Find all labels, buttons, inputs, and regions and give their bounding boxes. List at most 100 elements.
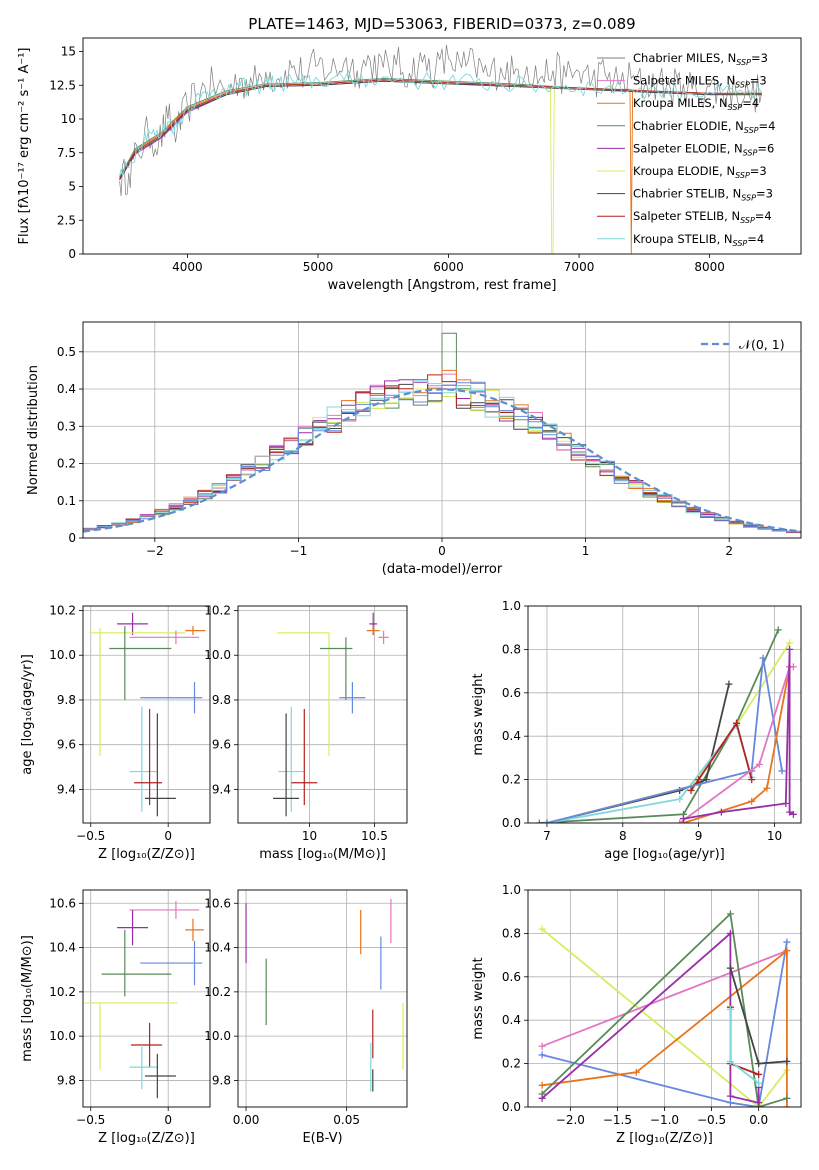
y-tick-label: 10.4 [49, 941, 76, 955]
plus-marker [755, 1099, 763, 1107]
errorbar-point-chabrier-stelib [273, 713, 300, 817]
legend-entry: Kroupa ELODIE, NSSP=3 [633, 164, 767, 180]
weight-series-kroupa-miles [679, 663, 794, 823]
mass-weight-vs-age-panel: 7 8 9 10 0.0 0.2 0.4 0.6 0.8 1.0 age [log₁₀(age/yr… [471, 599, 802, 862]
plus-marker [687, 786, 695, 794]
x-tick-label: −0.5 [76, 1113, 105, 1127]
x-tick-label: 0 [164, 829, 172, 843]
y-tick-label: 0 [68, 247, 76, 261]
y-tick-label: 0.6 [502, 686, 521, 700]
age_vs_mass-plot-area [238, 606, 407, 823]
residuals-panel: −2 −1 0 1 2 0 0.1 0.2 0.3 0.4 0.5 (data-model)/erro… [26, 321, 802, 577]
plus-marker [755, 1060, 763, 1068]
x-tick-label: 8000 [694, 260, 725, 274]
weight-series-kroupa-stelib [726, 1005, 763, 1087]
axes-frame [82, 321, 802, 539]
y-tick-label: 0.1 [57, 494, 76, 508]
errorbar-point-chabrier-elodie [109, 626, 172, 700]
y-tick-label: 0.3 [57, 419, 76, 433]
errorbar-point-chabrier-elodie [101, 929, 172, 997]
plus-marker [676, 795, 684, 803]
plus-marker [733, 719, 741, 727]
x-tick-label: 1 [582, 544, 590, 558]
plus-marker [538, 1081, 546, 1089]
x-tick-label: −2.0 [556, 1113, 585, 1127]
y-tick-label: 10 [61, 112, 76, 126]
y-tick-label: 0.2 [502, 773, 521, 787]
x-axis-label: Z [log₁₀(Z/Z⊙)] [98, 847, 195, 862]
x-tick-label: −0.5 [697, 1113, 726, 1127]
weight-series-salpeter-elodie [679, 645, 797, 823]
plus-marker [726, 1005, 734, 1013]
plus-marker [676, 819, 684, 823]
spectrum-line-kroupa-stelib [119, 69, 763, 177]
y-tick-label: 9.6 [57, 738, 76, 752]
plus-marker [725, 680, 733, 688]
plus-marker [538, 1042, 546, 1050]
y-tick-label: 10.0 [49, 648, 76, 662]
y-tick-label: 10.6 [49, 896, 76, 910]
y-tick-label: 9.8 [57, 693, 76, 707]
y-tick-label: 0.8 [502, 642, 521, 656]
x-tick-label: 10 [767, 829, 782, 843]
axes-frame [82, 889, 211, 1108]
plus-marker [717, 808, 725, 816]
normal-curve [83, 388, 801, 533]
mass_vs_ebv-plot-area [238, 890, 407, 1107]
legend-entry: Salpeter ELODIE, NSSP=6 [633, 141, 774, 157]
x-tick-label: 0 [164, 1113, 172, 1127]
residuals-plot-area [83, 322, 801, 538]
y-tick-label: 0.4 [57, 382, 76, 396]
errorbar-point-kroupa-miles [185, 918, 204, 941]
axes-frame [237, 605, 408, 824]
plus-marker [755, 760, 763, 768]
x-axis-label: Z [log₁₀(Z/Z⊙)] [616, 1131, 713, 1146]
errorbar-point-blue-model [339, 682, 366, 714]
errorbar-point-kroupa-stelib [129, 1045, 158, 1090]
plus-marker [695, 776, 703, 784]
plus-marker [726, 910, 734, 918]
legend-entry: Kroupa MILES, NSSP=4 [633, 96, 759, 112]
x-tick-label: 0.00 [233, 1113, 260, 1127]
y-tick-label: 9.6 [212, 738, 231, 752]
y-tick-label: 10.6 [204, 896, 231, 910]
y-axis-label: age [log₁₀(age/yr)] [20, 654, 35, 775]
x-tick-label: 0.0 [749, 1113, 768, 1127]
x-axis-label: E(B-V) [302, 1131, 342, 1146]
legend-entry: Kroupa STELIB, NSSP=4 [633, 232, 764, 248]
x-axis-label: Z [log₁₀(Z/Z⊙)] [98, 1131, 195, 1146]
plus-marker [726, 1092, 734, 1100]
y-tick-label: 0.0 [502, 816, 521, 830]
figure-title: PLATE=1463, MJD=53063, FIBERID=0373, z=0… [248, 15, 635, 33]
y-tick-label: 10.2 [49, 985, 76, 999]
plus-marker [789, 810, 797, 818]
plus-marker [748, 797, 756, 805]
mass-vs-ebv-panel: 0.00 0.05 9.8 10.0 10.2 10.4 10.6 E(B-V) [204, 889, 408, 1146]
y-tick-label: 9.8 [212, 693, 231, 707]
errorbar-point-kroupa-stelib [129, 706, 158, 812]
plus-marker [538, 1051, 546, 1059]
weight-series-chabrier-stelib [726, 964, 791, 1068]
y-tick-label: 0.2 [57, 457, 76, 471]
x-tick-label: 4000 [172, 260, 203, 274]
legend-entry: Salpeter MILES, NSSP=3 [633, 74, 767, 90]
y-tick-label: 10.2 [204, 985, 231, 999]
axes-frame [237, 889, 408, 1108]
plus-marker [786, 645, 794, 653]
y-tick-label: 0.0 [502, 1100, 521, 1114]
weight-series-salpeter-elodie [538, 929, 763, 1107]
x-tick-label: −1.0 [650, 1113, 679, 1127]
y-tick-label: 15 [61, 45, 76, 59]
errorbar-point-kroupa-elodie [277, 632, 330, 756]
y-tick-label: 10.0 [49, 1029, 76, 1043]
errorbar-point-kroupa-miles [366, 626, 380, 636]
errorbar-point-kroupa-miles [185, 626, 206, 636]
plus-marker [535, 819, 543, 823]
errorbar-point-salpeter-stelib [131, 1022, 162, 1068]
legend-entry: Salpeter STELIB, NSSP=4 [633, 209, 772, 225]
axes-frame [527, 605, 802, 824]
x-tick-label: 9 [695, 829, 703, 843]
legend-entry: Chabrier ELODIE, NSSP=4 [633, 119, 775, 135]
age-vs-metallicity-panel: −0.5 0 9.4 9.6 9.8 10.0 10.2 Z [log₁₀(Z/Z⊙)] age… [20, 603, 211, 862]
